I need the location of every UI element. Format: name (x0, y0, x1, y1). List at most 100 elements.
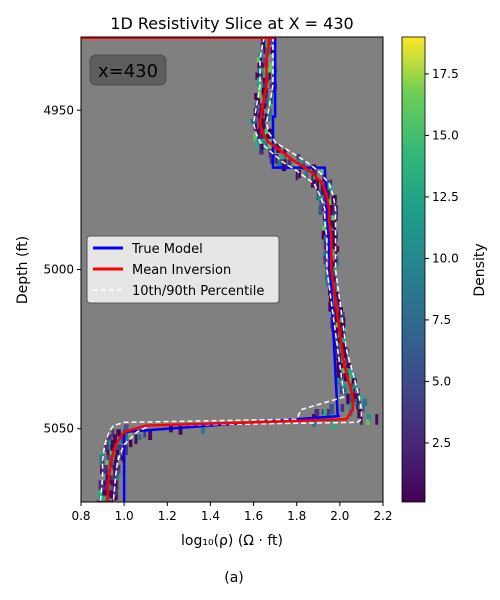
density-cell (268, 72, 271, 80)
density-cell (102, 490, 107, 498)
y-axis: 4950 5000 5050 (43, 103, 81, 436)
density-cell (325, 261, 331, 269)
series-lines (81, 37, 363, 502)
legend-label-true-model: True Model (131, 242, 203, 257)
density-cell (114, 459, 118, 468)
density-cell (323, 251, 328, 261)
density-cell (332, 261, 336, 268)
series-line-true-model (122, 37, 340, 502)
x-axis: 0.8 1.0 1.2 1.4 1.6 1.8 2.0 2.2 (71, 502, 393, 523)
density-cell (385, 419, 388, 426)
density-cell (113, 500, 118, 502)
density-cell (255, 108, 260, 118)
density-cell (120, 454, 123, 461)
density-cell (101, 465, 107, 474)
density-cell (330, 230, 336, 237)
density-cell (260, 62, 264, 68)
density-cell (334, 256, 338, 264)
density-cell (348, 403, 353, 410)
y-tick-label: 5000 (43, 263, 74, 277)
density-cell (334, 352, 339, 361)
density-cell (178, 424, 183, 435)
density-cell (269, 82, 274, 89)
density-cell (325, 281, 329, 287)
density-cell (97, 490, 102, 499)
density-cell (98, 480, 103, 491)
density-cell (357, 409, 363, 419)
chart-title: 1D Resistivity Slice at X = 430 (110, 14, 353, 33)
density-cell (295, 169, 298, 181)
density-cell (112, 475, 115, 482)
density-cell (117, 429, 121, 437)
density-cell (346, 363, 350, 373)
density-cell (262, 42, 266, 48)
density-cell (306, 169, 309, 178)
density-cell (332, 210, 336, 217)
density-cell (335, 291, 339, 298)
density-cell (256, 128, 261, 140)
density-cell (341, 337, 346, 348)
density-cell (257, 108, 260, 116)
density-cell (262, 138, 267, 150)
density-cell (272, 52, 276, 58)
density-cell (375, 414, 379, 425)
density-cell (333, 240, 337, 250)
density-cell (108, 439, 113, 451)
density-cell (106, 470, 110, 479)
density-cell (106, 500, 111, 502)
density-cell (318, 205, 323, 216)
density-cell (312, 174, 316, 181)
density-cell (114, 470, 120, 477)
density-cell (362, 403, 366, 413)
density-cell (270, 37, 275, 44)
density-cell (340, 403, 345, 412)
density-cell (352, 393, 358, 402)
density-cell (261, 87, 265, 96)
density-cell (106, 449, 110, 460)
x-tick-label: 1.8 (287, 509, 306, 523)
density-cell (332, 317, 338, 324)
colorbar-label: Density (472, 243, 488, 296)
density-cell (124, 434, 128, 443)
colorbar-tick-label: 2.5 (432, 436, 451, 450)
figure-caption: (a) (224, 570, 244, 586)
density-cell (338, 383, 341, 390)
density-cell (254, 118, 258, 128)
density-cell (103, 480, 106, 487)
density-cell (104, 444, 109, 452)
density-cell (271, 93, 276, 99)
density-cell (115, 444, 119, 451)
density-cell (323, 240, 329, 250)
density-cell (260, 144, 264, 150)
annotation-box (89, 54, 167, 86)
density-cell (107, 434, 112, 445)
density-cell (332, 205, 337, 215)
density-cell (335, 230, 338, 237)
density-cell (255, 138, 258, 150)
density-cell (268, 149, 274, 159)
density-cell (263, 47, 267, 54)
density-cell (320, 169, 325, 176)
x-tick-label: 1.2 (158, 509, 177, 523)
density-cell (201, 424, 205, 435)
density-cell (310, 179, 315, 188)
density-cell (257, 87, 262, 99)
colorbar-tick-label: 7.5 (432, 313, 451, 327)
density-cell (301, 159, 306, 168)
density-cell (332, 419, 336, 430)
density-cell (265, 98, 269, 107)
density-cell (322, 225, 326, 235)
density-cell (355, 388, 359, 399)
density-cell (254, 93, 259, 100)
density-cell (112, 495, 118, 502)
density-cell (103, 485, 108, 494)
density-cell (346, 347, 350, 355)
density-cell (261, 123, 266, 131)
density-cell (328, 205, 334, 215)
colorbar-tick-label: 15.0 (432, 128, 459, 142)
density-cell (106, 465, 109, 475)
density-cell (115, 465, 121, 474)
colorbar-tick-label: 17.5 (432, 67, 459, 81)
density-cell (259, 57, 262, 65)
density-cell (255, 72, 261, 81)
